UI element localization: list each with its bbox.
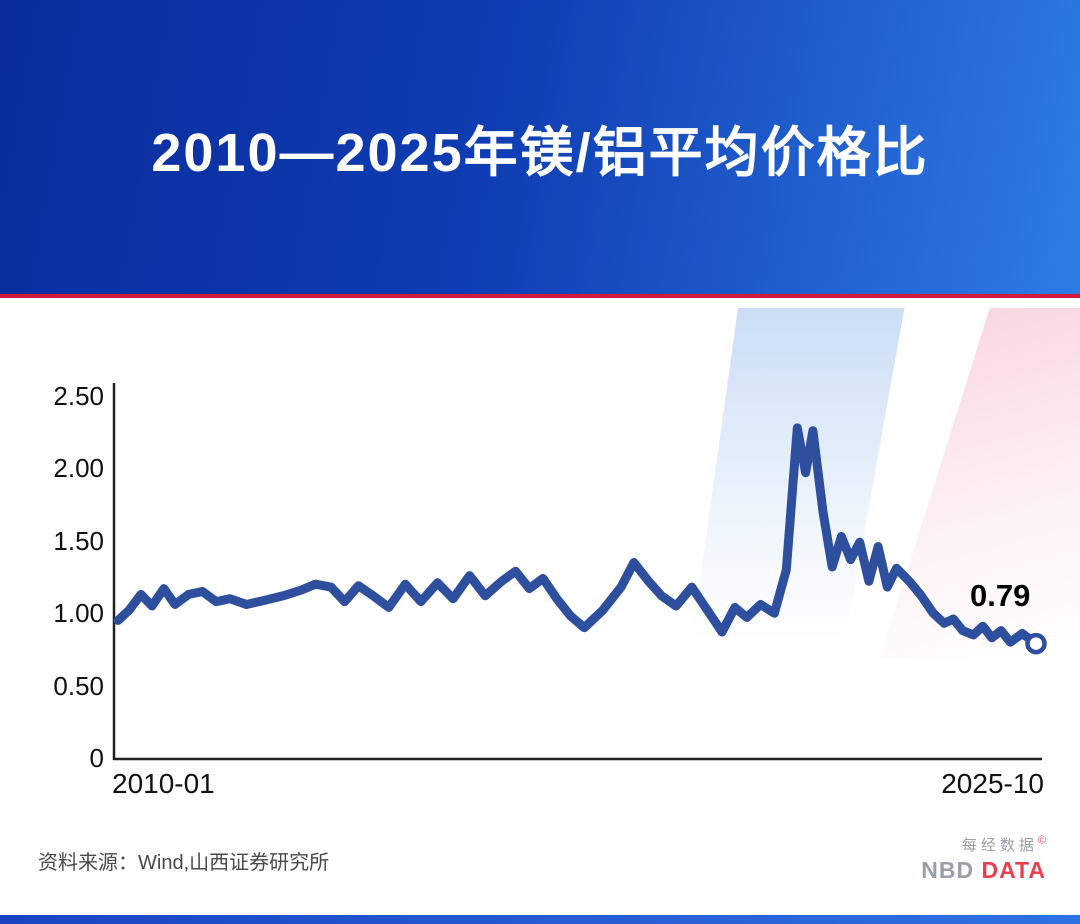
y-tick-label: 0 (89, 743, 104, 773)
nbd-logo: 每经数据© NBD DATA (921, 834, 1046, 884)
y-tick-label: 1.00 (53, 598, 104, 629)
y-tick-label: 2.00 (53, 453, 104, 484)
nbd-logo-data: DATA (981, 857, 1046, 883)
last-point-marker (1025, 632, 1047, 655)
last-value-annotation: 0.79 (970, 578, 1031, 613)
data-source-text: 资料来源：Wind,山西证券研究所 (38, 852, 330, 874)
y-tick-label: 0.50 (53, 670, 104, 701)
bottom-blue-bar (0, 915, 1080, 924)
y-tick-label: 2.50 (53, 381, 104, 411)
nbd-logo-chinese: 每经数据 (961, 837, 1038, 854)
page-title: 2010—2025年镁/铝平均价格比 (151, 122, 929, 183)
x-axis-start-label: 2010-01 (112, 768, 215, 799)
nbd-logo-small-line: 每经数据© (921, 834, 1046, 855)
x-axis-end-label: 2025-10 (941, 768, 1044, 799)
y-tick-label: 1.50 (53, 525, 104, 556)
y-axis-labels: 0 0.50 1.00 1.50 2.00 2.50 (0, 0, 104, 924)
copyright-mark: © (1037, 834, 1046, 847)
nbd-logo-nbd: NBD (921, 857, 975, 883)
red-divider-line (0, 294, 1080, 298)
nbd-logo-main-line: NBD DATA (921, 857, 1046, 884)
header-banner: 2010—2025年镁/铝平均价格比 (0, 0, 1080, 294)
price-ratio-line (113, 423, 1041, 649)
